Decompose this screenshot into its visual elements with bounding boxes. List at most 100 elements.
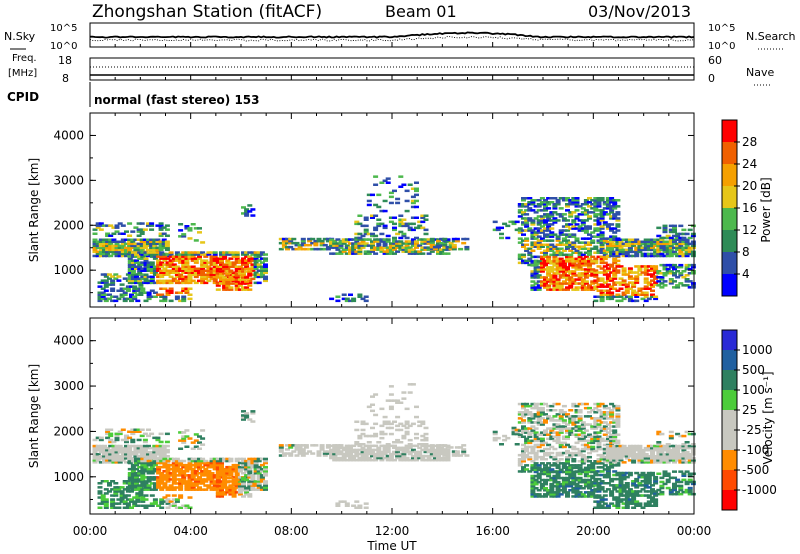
- vel-cell: [439, 448, 445, 451]
- vel-cell: [599, 462, 605, 465]
- power-cell: [539, 257, 545, 261]
- power-cell: [445, 240, 451, 243]
- power-cell: [656, 244, 662, 248]
- vel-cell: [593, 427, 599, 430]
- power-cell: [127, 275, 133, 279]
- vel-cell: [285, 448, 290, 451]
- vel-cell: [612, 464, 618, 467]
- vel-cell: [543, 447, 548, 451]
- beam-label: Beam 01: [385, 2, 457, 21]
- vel-cell: [237, 478, 243, 481]
- power-cell: [335, 299, 341, 303]
- power-cell: [146, 293, 152, 296]
- vel-cell: [366, 450, 372, 454]
- power-cell: [558, 243, 564, 246]
- power-cell: [574, 217, 580, 220]
- vel-cell: [376, 456, 382, 460]
- vel-cell: [574, 453, 580, 457]
- vel-cell: [517, 417, 523, 420]
- power-cell: [530, 231, 536, 234]
- vel-cell: [423, 444, 429, 448]
- power-cell: [159, 279, 165, 283]
- vel-cell: [530, 474, 536, 478]
- power-cell: [565, 209, 570, 212]
- vel-cell: [571, 447, 577, 451]
- vel-cell: [609, 429, 615, 432]
- power-cell: [662, 263, 668, 267]
- vel-cell: [117, 450, 123, 454]
- power-cell: [116, 289, 122, 292]
- vel-cell: [102, 455, 107, 458]
- power-cell: [643, 267, 649, 270]
- vel-cell: [95, 457, 101, 460]
- power-cell: [124, 242, 129, 246]
- power-cell: [143, 275, 149, 279]
- vel-cell: [609, 433, 615, 436]
- power-cell: [583, 203, 589, 206]
- vel-cell: [278, 448, 284, 451]
- power-cell: [426, 238, 432, 241]
- power-cell: [565, 257, 570, 261]
- power-cell: [117, 248, 123, 252]
- vel-cell: [602, 455, 608, 459]
- power-cell: [152, 238, 158, 241]
- vel-cell: [149, 453, 155, 456]
- power-cell: [127, 244, 133, 248]
- power-cell: [517, 209, 523, 212]
- power-cell: [97, 295, 103, 298]
- power-cell: [108, 250, 114, 254]
- vel-cell: [124, 457, 129, 460]
- vel-cell: [414, 450, 419, 454]
- power-cell: [146, 267, 152, 270]
- vel-cell: [152, 444, 158, 448]
- power-cell: [382, 244, 388, 247]
- power-cell: [665, 240, 671, 243]
- power-cell: [253, 255, 259, 258]
- vel-cell: [549, 431, 555, 434]
- power-cell: [234, 288, 240, 291]
- power-cell: [102, 248, 107, 252]
- vel-cell: [360, 448, 366, 452]
- power-cell: [684, 246, 690, 250]
- vel-cell: [366, 434, 372, 438]
- vel-cell: [111, 453, 117, 456]
- vel-cell: [135, 496, 141, 499]
- power-cell: [517, 241, 523, 244]
- power-cell: [373, 238, 379, 241]
- power-cell: [146, 240, 151, 243]
- vel-cell: [247, 459, 253, 463]
- vel-cell: [571, 464, 577, 467]
- vel-cell: [442, 454, 448, 457]
- power-cell: [599, 245, 605, 248]
- power-cell: [228, 270, 234, 273]
- vel-cell: [225, 467, 231, 471]
- power-cell: [212, 273, 218, 276]
- vel-cell: [351, 456, 357, 460]
- power-cell: [587, 205, 592, 208]
- power-cell: [599, 299, 605, 303]
- power-cell: [382, 246, 388, 249]
- vel-cell: [168, 474, 174, 477]
- vel-cell: [602, 413, 608, 416]
- vel-cell: [533, 455, 539, 459]
- power-cell: [621, 271, 627, 274]
- power-cell: [116, 297, 122, 301]
- power-cell: [618, 252, 624, 256]
- vel-cell: [313, 444, 319, 447]
- vel-cell: [370, 458, 375, 462]
- power-cell: [130, 244, 136, 248]
- vel-cell: [596, 441, 602, 445]
- power-cell: [370, 246, 375, 249]
- vel-cell: [599, 437, 605, 441]
- power-cell: [593, 287, 599, 290]
- vel-cell: [149, 478, 155, 481]
- power-cell: [138, 291, 144, 294]
- power-cell: [612, 257, 618, 261]
- power-cell: [521, 197, 526, 200]
- power-cell: [134, 259, 139, 262]
- power-cell: [237, 259, 243, 262]
- power-cell: [605, 289, 611, 292]
- power-cell: [539, 251, 545, 254]
- power-cell: [530, 261, 536, 265]
- vel-cell: [552, 423, 558, 426]
